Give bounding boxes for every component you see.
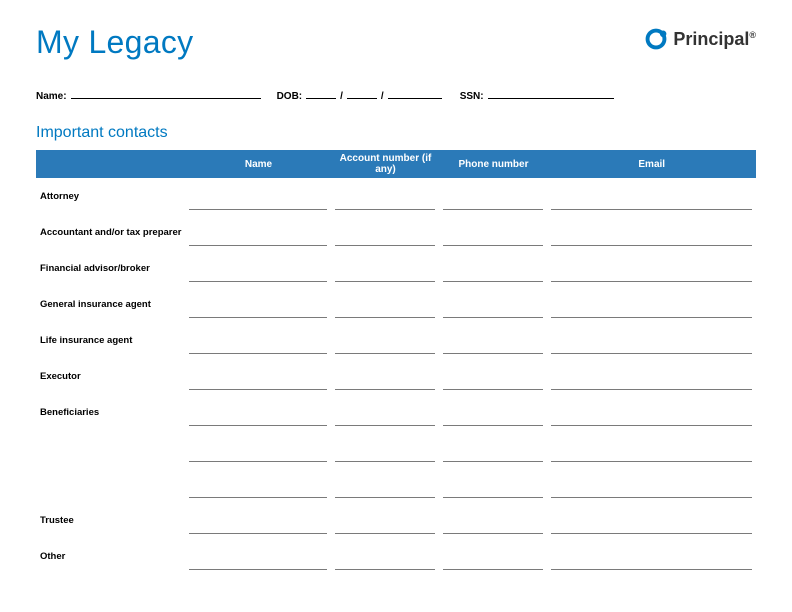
row-label: Financial advisor/broker [36,250,185,286]
input-cell[interactable] [439,286,547,322]
brand-logo: Principal® [643,26,756,52]
input-cell[interactable] [185,538,331,574]
input-cell[interactable] [185,466,331,502]
input-cell[interactable] [547,466,756,502]
input-cell[interactable] [547,250,756,286]
input-cell[interactable] [185,322,331,358]
contacts-table: Name Account number (if any) Phone numbe… [36,150,756,574]
section-title: Important contacts [36,124,756,142]
col-email: Email [547,150,756,178]
input-cell[interactable] [331,322,439,358]
name-input-line[interactable] [71,87,261,99]
table-row: General insurance agent [36,286,756,322]
input-cell[interactable] [439,502,547,538]
table-row: Life insurance agent [36,322,756,358]
table-row: Executor [36,358,756,394]
input-cell[interactable] [331,286,439,322]
input-cell[interactable] [185,214,331,250]
row-label: Other [36,538,185,574]
input-cell[interactable] [331,502,439,538]
name-label: Name: [36,91,67,102]
input-cell[interactable] [185,502,331,538]
input-cell[interactable] [439,250,547,286]
brand-name: Principal® [673,29,756,50]
col-name: Name [185,150,331,178]
dob-sep-1: / [340,91,343,102]
row-label: Attorney [36,178,185,214]
input-cell[interactable] [439,322,547,358]
input-cell[interactable] [331,466,439,502]
header: My Legacy Principal® [36,24,756,61]
input-cell[interactable] [547,286,756,322]
dob-day-line[interactable] [347,87,377,99]
input-cell[interactable] [547,430,756,466]
row-label: Life insurance agent [36,322,185,358]
contacts-table-header: Name Account number (if any) Phone numbe… [36,150,756,178]
dob-label: DOB: [277,91,303,102]
input-cell[interactable] [185,394,331,430]
input-cell[interactable] [547,538,756,574]
input-cell[interactable] [331,394,439,430]
input-cell[interactable] [331,538,439,574]
row-label [36,430,185,466]
table-row: Accountant and/or tax preparer [36,214,756,250]
input-cell[interactable] [439,178,547,214]
input-cell[interactable] [439,538,547,574]
table-row: Beneficiaries [36,394,756,430]
input-cell[interactable] [185,286,331,322]
row-label [36,466,185,502]
table-row [36,466,756,502]
contacts-table-body: AttorneyAccountant and/or tax preparerFi… [36,178,756,574]
input-cell[interactable] [331,178,439,214]
principal-logo-icon [643,26,669,52]
identity-row: Name: DOB: / / SSN: [36,87,756,102]
input-cell[interactable] [439,466,547,502]
input-cell[interactable] [185,250,331,286]
col-account: Account number (if any) [331,150,439,178]
input-cell[interactable] [185,178,331,214]
input-cell[interactable] [547,358,756,394]
input-cell[interactable] [547,322,756,358]
dob-month-line[interactable] [306,87,336,99]
row-label: Accountant and/or tax preparer [36,214,185,250]
input-cell[interactable] [331,430,439,466]
input-cell[interactable] [331,214,439,250]
input-cell[interactable] [331,358,439,394]
input-cell[interactable] [185,430,331,466]
input-cell[interactable] [547,178,756,214]
input-cell[interactable] [331,250,439,286]
row-label: Trustee [36,502,185,538]
input-cell[interactable] [439,214,547,250]
input-cell[interactable] [547,214,756,250]
input-cell[interactable] [185,358,331,394]
input-cell[interactable] [439,430,547,466]
table-row: Other [36,538,756,574]
ssn-input-line[interactable] [488,87,614,99]
input-cell[interactable] [547,502,756,538]
ssn-label: SSN: [460,91,484,102]
input-cell[interactable] [547,394,756,430]
table-row: Trustee [36,502,756,538]
dob-year-line[interactable] [388,87,442,99]
table-row: Financial advisor/broker [36,250,756,286]
col-phone: Phone number [439,150,547,178]
table-row [36,430,756,466]
table-row: Attorney [36,178,756,214]
row-label: Executor [36,358,185,394]
row-label: Beneficiaries [36,394,185,430]
row-label: General insurance agent [36,286,185,322]
dob-sep-2: / [381,91,384,102]
page-title: My Legacy [36,24,193,61]
input-cell[interactable] [439,394,547,430]
input-cell[interactable] [439,358,547,394]
